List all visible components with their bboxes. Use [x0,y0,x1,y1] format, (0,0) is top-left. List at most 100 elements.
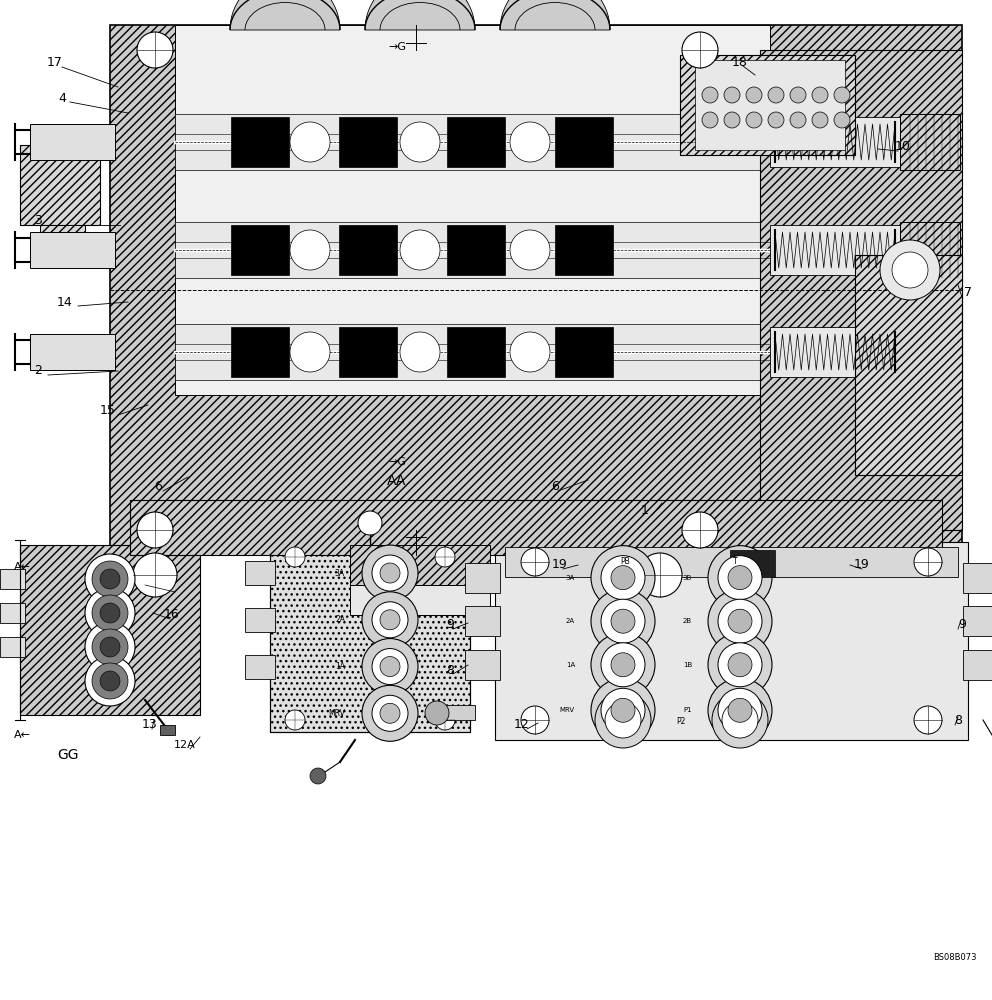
Bar [465,606,500,636]
Bar [175,114,770,170]
Circle shape [400,332,440,372]
Circle shape [400,230,440,270]
Circle shape [746,87,762,103]
Circle shape [362,639,418,695]
Circle shape [290,230,330,270]
Text: 19: 19 [553,558,567,572]
Circle shape [290,122,330,162]
Text: 3A: 3A [565,575,575,581]
Text: 16: 16 [164,608,180,621]
Bar [30,124,115,160]
Bar [130,500,942,555]
Text: 1A: 1A [335,662,345,671]
Circle shape [728,653,752,677]
Circle shape [85,554,135,604]
Bar [270,545,470,732]
Wedge shape [230,0,340,30]
Bar [231,225,289,275]
Text: 4: 4 [59,92,65,104]
Circle shape [85,588,135,638]
Circle shape [611,653,635,677]
Bar [350,585,490,615]
Text: PB: PB [620,558,630,566]
Bar [900,114,960,170]
Circle shape [722,702,758,738]
Text: P2: P2 [677,718,685,726]
Circle shape [362,545,418,601]
Bar [760,50,962,530]
Bar [770,117,900,167]
Circle shape [708,589,772,653]
Text: 1: 1 [641,504,649,518]
Bar [900,222,960,278]
Circle shape [601,643,645,687]
Circle shape [372,649,408,685]
Bar [231,117,289,167]
Circle shape [601,688,645,732]
Circle shape [372,602,408,638]
Circle shape [718,556,762,600]
Bar [40,225,85,250]
Bar [555,327,613,377]
Text: 2: 2 [34,364,42,377]
Circle shape [611,609,635,633]
Text: 3: 3 [34,215,42,228]
Circle shape [708,633,772,697]
Bar [495,542,968,740]
Text: 7: 7 [964,286,972,300]
Circle shape [100,671,120,691]
Circle shape [728,698,752,722]
Bar [175,222,770,278]
Bar [350,545,490,585]
Bar [555,225,613,275]
Circle shape [812,112,828,128]
Circle shape [100,637,120,657]
Text: 6: 6 [154,481,162,493]
Wedge shape [500,0,610,30]
Circle shape [790,112,806,128]
Circle shape [682,32,718,68]
Text: 1A: 1A [565,662,575,668]
Text: GG: GG [58,748,78,762]
Circle shape [702,112,718,128]
Circle shape [914,548,942,576]
Circle shape [92,629,128,665]
Text: 9: 9 [958,618,966,632]
Text: 3A: 3A [335,569,345,578]
Bar [963,563,992,593]
Circle shape [914,706,942,734]
Bar [20,145,100,225]
Circle shape [591,546,655,610]
Circle shape [285,547,305,567]
Circle shape [591,589,655,653]
Bar [20,545,200,715]
Text: 17: 17 [47,56,62,70]
Text: 1B: 1B [682,662,692,668]
Bar [445,705,475,720]
Text: 19: 19 [854,558,870,572]
Circle shape [880,240,940,300]
Circle shape [425,701,449,725]
Text: 14: 14 [58,296,72,308]
Circle shape [591,678,655,742]
Bar [245,655,275,679]
Bar [245,561,275,585]
Circle shape [601,556,645,600]
Text: 18: 18 [732,55,748,68]
Circle shape [92,561,128,597]
Circle shape [362,685,418,741]
Circle shape [372,695,408,731]
Bar [231,327,289,377]
Bar [447,225,505,275]
Circle shape [601,599,645,643]
Text: 2A: 2A [565,618,575,624]
Bar [770,225,900,275]
Circle shape [611,698,635,722]
Text: 10: 10 [895,140,911,153]
Text: T: T [733,558,737,566]
Circle shape [718,643,762,687]
Circle shape [358,511,382,535]
Bar [30,232,115,268]
Circle shape [380,703,400,723]
Text: AA: AA [387,474,407,488]
